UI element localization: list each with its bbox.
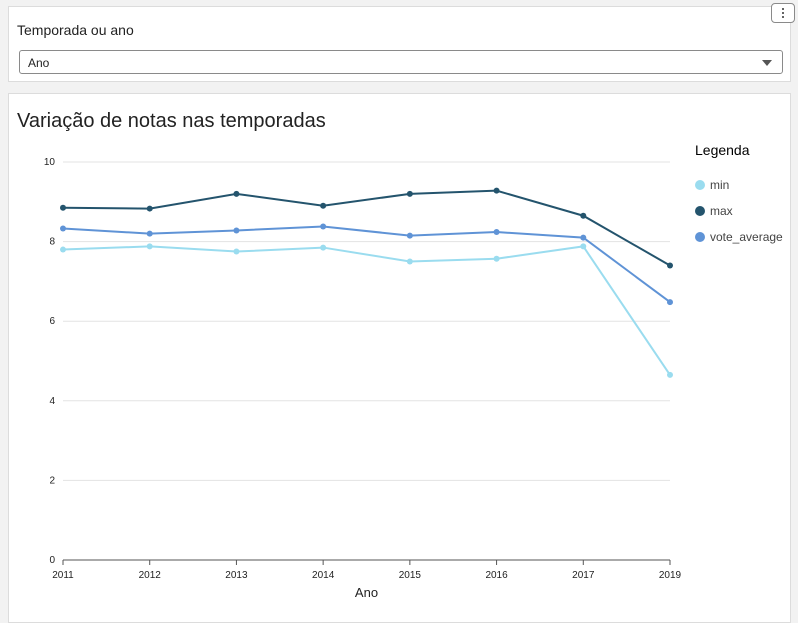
data-point-min: [320, 244, 327, 251]
chart-panel: Variação de notas nas temporadas 0 2 4 6 8 10…: [8, 93, 791, 623]
legend-swatch-min: [695, 180, 705, 190]
data-point-min: [146, 243, 153, 250]
season-year-select[interactable]: Ano: [19, 50, 783, 74]
data-point-max: [146, 205, 153, 212]
data-point-vote_average: [233, 227, 240, 234]
y-tick-label: 0: [49, 555, 55, 566]
data-point-min: [667, 371, 673, 378]
data-point-vote_average: [406, 232, 413, 239]
legend-label-max: max: [710, 204, 733, 218]
legend-label-vote_average: vote_average: [710, 230, 783, 244]
x-axis-title: Ano: [355, 585, 378, 600]
kebab-menu-icon: [782, 8, 784, 10]
x-tick-label: 2019: [659, 570, 682, 581]
data-point-vote_average: [60, 225, 66, 232]
legend-swatch-max: [695, 206, 705, 216]
kebab-dot: [782, 12, 784, 14]
data-point-min: [406, 258, 413, 265]
more-options-button[interactable]: [771, 3, 795, 23]
data-point-min: [580, 243, 587, 250]
filter-panel: Temporada ou ano Ano: [8, 3, 795, 82]
x-tick-label: 2014: [312, 570, 335, 581]
y-tick-label: 6: [49, 316, 55, 327]
x-tick-label: 2015: [399, 570, 422, 581]
x-tick-label: 2011: [52, 570, 74, 581]
chevron-down-icon[interactable]: [762, 60, 772, 66]
data-point-max: [580, 212, 587, 219]
data-point-min: [233, 248, 240, 255]
x-tick-label: 2016: [485, 570, 508, 581]
data-point-max: [60, 204, 66, 211]
y-tick-label: 2: [49, 475, 55, 486]
data-point-min: [60, 246, 66, 253]
kebab-dot: [782, 16, 784, 18]
x-tick-label: 2012: [139, 570, 162, 581]
data-point-max: [320, 202, 327, 209]
x-tick-label: 2013: [225, 570, 248, 581]
data-point-vote_average: [667, 299, 673, 306]
data-point-vote_average: [320, 223, 327, 230]
data-point-vote_average: [146, 230, 153, 237]
legend-swatch-vote_average: [695, 232, 705, 242]
data-point-max: [667, 262, 673, 269]
series-line-vote_average: [62, 225, 671, 303]
legend-label-min: min: [710, 178, 729, 192]
series-line-min: [62, 245, 671, 376]
line-chart: 0 2 4 6 8 10 2011 2012 2013 2014 2015 2016 2017 2019 A…: [44, 142, 783, 600]
data-point-max: [406, 190, 413, 197]
data-point-max: [493, 187, 500, 194]
data-point-vote_average: [493, 229, 500, 236]
y-tick-label: 4: [49, 396, 55, 407]
x-tick-label: 2017: [572, 570, 595, 581]
data-point-max: [233, 190, 240, 197]
data-point-min: [493, 255, 500, 262]
chart-title: Variação de notas nas temporadas: [17, 110, 326, 132]
select-value: Ano: [28, 56, 50, 70]
series-line-max: [62, 189, 671, 267]
filter-label: Temporada ou ano: [17, 22, 134, 38]
y-tick-label: 8: [49, 237, 55, 248]
legend-title: Legenda: [695, 142, 750, 158]
data-point-vote_average: [580, 234, 587, 241]
y-tick-label: 10: [44, 157, 56, 168]
